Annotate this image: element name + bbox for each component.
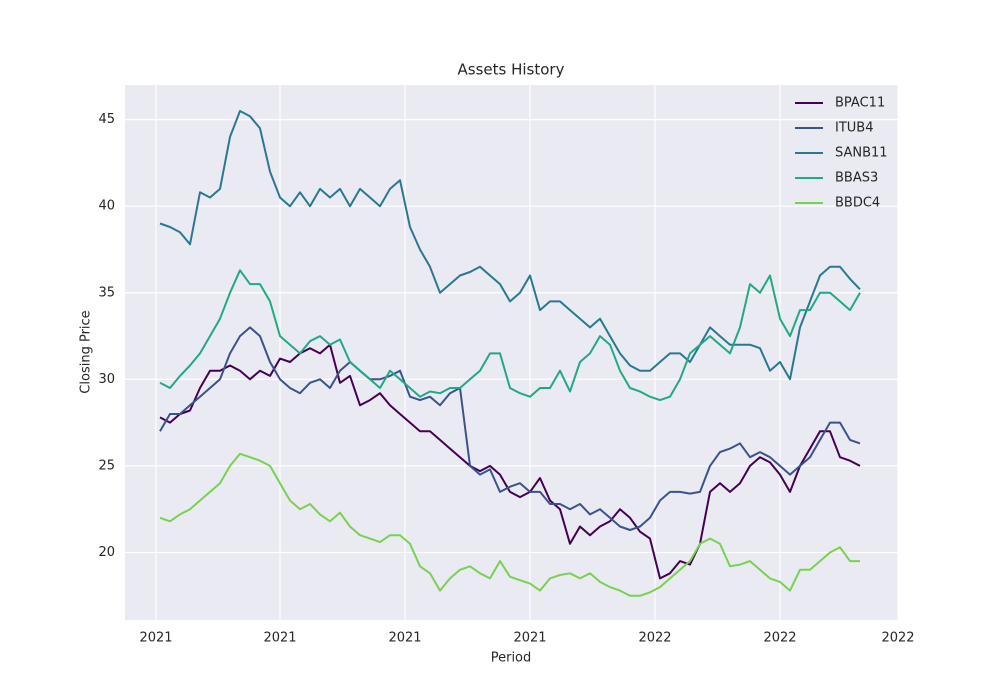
line-series xyxy=(159,269,861,402)
x-tick-label: 2021 xyxy=(388,631,421,646)
x-tick-label: 2021 xyxy=(513,631,546,646)
legend-label: BBAS3 xyxy=(835,171,878,186)
y-tick-label: 45 xyxy=(98,112,115,127)
x-tick-label: 2021 xyxy=(139,631,172,646)
y-tick-label: 20 xyxy=(98,545,115,560)
x-axis-label: Period xyxy=(491,651,532,666)
y-tick-label: 30 xyxy=(98,372,115,387)
legend-label: BBDC4 xyxy=(835,196,880,211)
line-series xyxy=(159,452,860,597)
line-series xyxy=(159,343,861,580)
y-tick-label: 35 xyxy=(98,285,115,300)
x-tick-label: 2022 xyxy=(881,631,914,646)
y-tick-label: 25 xyxy=(98,458,115,473)
legend-label: BPAC11 xyxy=(835,96,885,111)
y-tick-label: 40 xyxy=(98,199,115,214)
legend-label: SANB11 xyxy=(835,146,888,161)
x-tick-label: 2022 xyxy=(638,631,671,646)
line-series xyxy=(159,110,861,381)
chart-title: Assets History xyxy=(458,61,565,79)
plot-area xyxy=(125,85,898,620)
legend-label: ITUB4 xyxy=(835,121,873,136)
line-series xyxy=(159,326,861,531)
x-tick-label: 2022 xyxy=(763,631,796,646)
x-tick-label: 2021 xyxy=(263,631,296,646)
y-axis-label: Closing Price xyxy=(79,310,94,393)
